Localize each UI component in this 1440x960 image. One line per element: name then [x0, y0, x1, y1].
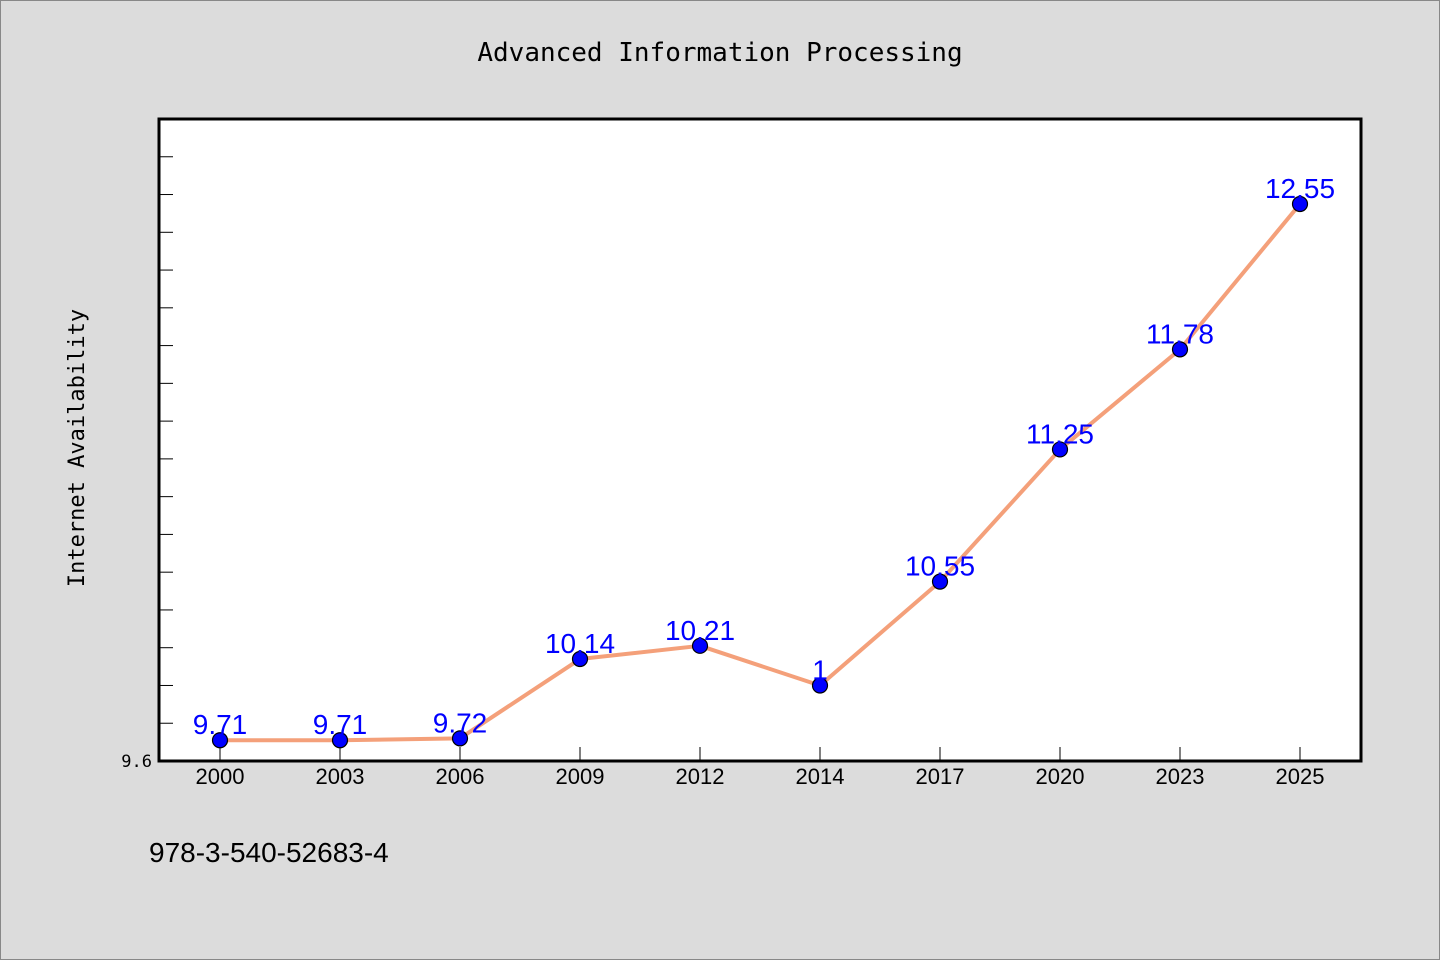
x-tick-label: 2023	[1156, 764, 1205, 789]
data-point	[931, 573, 949, 590]
x-tick-label: 2009	[556, 764, 605, 789]
x-tick-label: 2006	[436, 764, 485, 789]
data-point	[1291, 195, 1309, 213]
chart-title: Advanced Information Processing	[477, 38, 962, 68]
x-axis-ticks: 2000 2003 2006 2009 2012 2014 2017 2020 2023 2025	[196, 747, 1325, 789]
footer-code: 978-3-540-52683-4	[149, 837, 389, 868]
data-label: 12.55	[1265, 173, 1335, 204]
data-point	[451, 730, 469, 747]
data-label: 9.71	[313, 709, 368, 740]
series-line	[220, 202, 1302, 743]
x-tick-label: 2000	[196, 764, 245, 789]
plot-area	[157, 117, 1363, 763]
y-axis-title: Internet Availability	[65, 309, 90, 587]
data-label: 10.21	[665, 615, 735, 646]
data-labels: 9.71 9.71 9.72 10.14 10.21 1 10.55 11.25 11.78 12…	[193, 173, 1335, 740]
data-label: 10.14	[545, 628, 615, 659]
data-point	[571, 650, 589, 668]
data-markers	[211, 195, 1309, 749]
x-tick-label: 2020	[1036, 764, 1085, 789]
data-point	[331, 732, 349, 749]
data-label: 10.55	[905, 551, 975, 582]
data-point	[1051, 441, 1069, 458]
y-tick-label: 9.6	[121, 752, 152, 772]
data-label: 11.25	[1026, 418, 1094, 449]
series-line-group	[220, 202, 1302, 743]
x-tick-label: 2017	[916, 764, 965, 789]
data-point	[211, 732, 229, 749]
data-point	[691, 637, 709, 654]
y-axis-ticks: 9.6	[121, 118, 173, 772]
x-tick-label: 2025	[1276, 764, 1325, 789]
data-point	[811, 677, 829, 694]
data-point	[1171, 341, 1189, 358]
x-tick-label: 2014	[796, 764, 845, 789]
x-tick-label: 2012	[676, 764, 725, 789]
data-label: 9.71	[193, 709, 248, 740]
data-label: 1	[812, 654, 828, 685]
x-tick-label: 2003	[316, 764, 365, 789]
data-label: 9.72	[433, 707, 488, 738]
data-label: 11.78	[1146, 318, 1214, 349]
